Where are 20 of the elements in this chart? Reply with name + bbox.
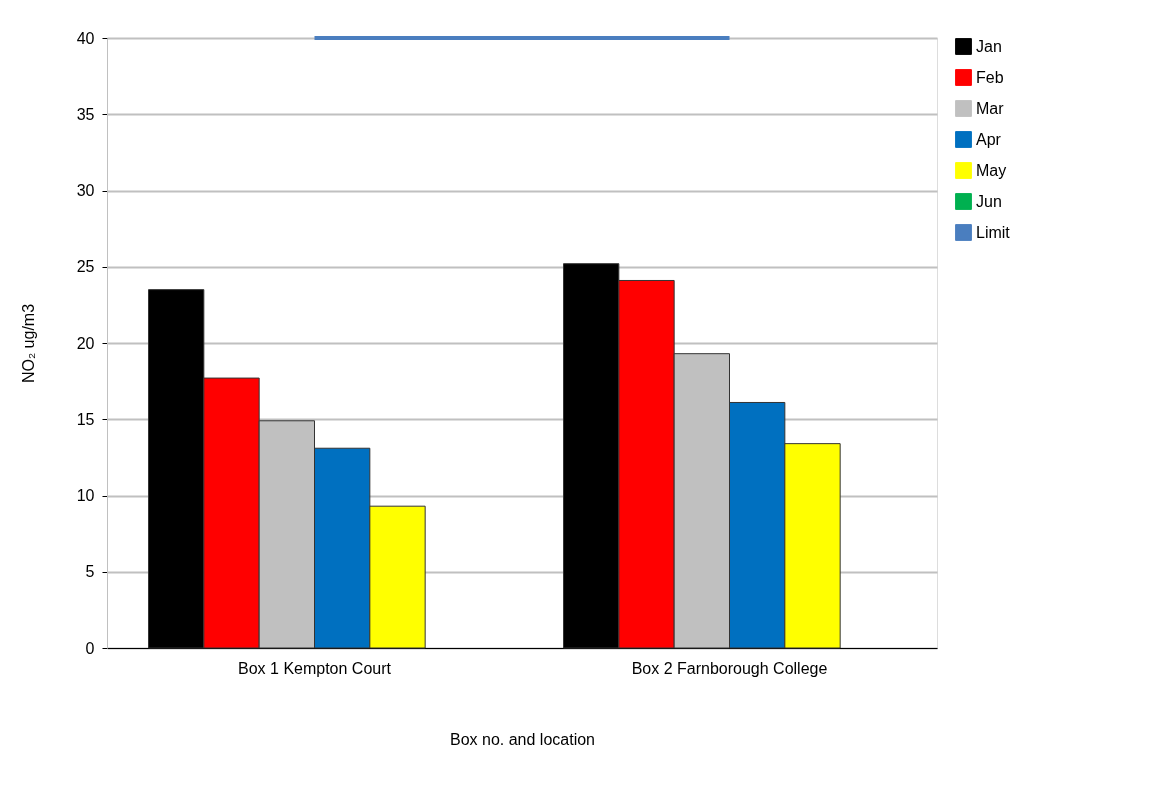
legend-label: Jun — [976, 192, 1002, 210]
y-tick-label: 25 — [76, 258, 95, 276]
y-tick-label: 40 — [76, 29, 95, 47]
legend-label: Jan — [976, 37, 1002, 55]
y-tick-label: 35 — [76, 105, 95, 123]
y-tick-label: 30 — [76, 182, 95, 199]
legend-label: Limit — [976, 223, 1011, 241]
x-axis-title: Box no. and location — [450, 730, 595, 748]
y-tick-label: 20 — [76, 334, 95, 352]
legend-label: Mar — [976, 99, 1005, 117]
legend-label: Apr — [976, 130, 1002, 148]
y-tick-label: 15 — [76, 410, 95, 428]
y-tick-label: 10 — [76, 487, 95, 504]
legend-label: May — [976, 161, 1007, 179]
x-tick-label: Box 2 Farnborough College — [631, 659, 828, 677]
legend-label: Feb — [976, 68, 1004, 86]
y-tick-label: 0 — [85, 639, 95, 657]
y-axis-title: NO₂ ug/m3 — [19, 303, 37, 384]
x-tick-label: Box 1 Kempton Court — [238, 659, 392, 677]
y-tick-label: 5 — [85, 563, 95, 581]
